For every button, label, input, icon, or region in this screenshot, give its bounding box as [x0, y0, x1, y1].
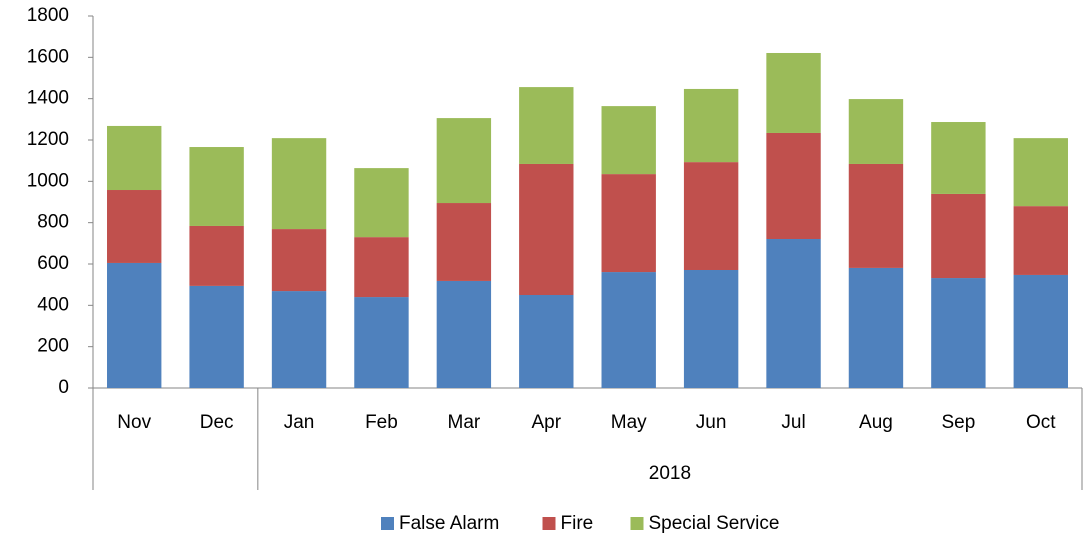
x-tick-label: Jun — [696, 412, 727, 433]
x-tick-label: Mar — [448, 412, 481, 433]
bar-segment — [766, 52, 821, 133]
y-tick-label: 0 — [58, 377, 69, 398]
bar-segment — [1013, 274, 1068, 388]
x-tick-label: Sep — [941, 412, 975, 433]
bar-segment — [683, 269, 739, 388]
y-tick-label: 800 — [37, 212, 69, 233]
bar-segment — [271, 138, 327, 230]
bar-segment — [436, 203, 492, 281]
bar-segment — [683, 88, 739, 163]
bar-segment — [766, 238, 821, 388]
bar-segment — [931, 193, 986, 279]
y-tick-label: 1200 — [27, 129, 69, 150]
y-tick-label: 1800 — [27, 5, 69, 26]
bar-segment — [354, 168, 409, 238]
group-label: 2018 — [649, 463, 691, 484]
bar-segment — [354, 297, 409, 388]
bar-segment — [1013, 206, 1068, 275]
bar-segment — [848, 99, 904, 164]
bar-segment — [931, 122, 986, 194]
bar-segment — [271, 291, 327, 388]
y-tick-label: 1400 — [27, 88, 69, 109]
bar-segment — [601, 106, 656, 175]
bar-segment — [436, 118, 492, 204]
bar-segment — [766, 132, 821, 239]
y-tick-label: 1600 — [27, 46, 69, 67]
x-tick-label: Oct — [1026, 412, 1056, 433]
x-tick-label: Feb — [365, 412, 398, 433]
bar-segment — [107, 190, 162, 263]
legend-swatch — [542, 517, 556, 530]
bar-segment — [271, 229, 327, 292]
bar-segment — [107, 125, 162, 191]
legend-label: Fire — [561, 513, 594, 534]
y-tick-label: 200 — [37, 336, 69, 357]
bar-segment — [519, 163, 574, 295]
bar-segment — [601, 272, 656, 388]
legend-label: False Alarm — [399, 513, 499, 534]
x-tick-label: Nov — [117, 412, 151, 433]
bar-segment — [1013, 138, 1068, 207]
bar-segment — [436, 280, 492, 388]
legend-swatch — [630, 517, 644, 530]
bar-segment — [189, 285, 244, 388]
x-tick-label: Jul — [781, 412, 805, 433]
x-tick-label: Apr — [532, 412, 562, 433]
bar-segment — [931, 278, 986, 388]
y-tick-label: 400 — [37, 294, 69, 315]
bar-segment — [848, 163, 904, 268]
bar-segment — [354, 237, 409, 298]
bar-segment — [189, 147, 244, 226]
legend-swatch — [381, 517, 394, 530]
x-tick-label: Dec — [200, 412, 234, 433]
legend-label: Special Service — [649, 513, 780, 534]
y-tick-label: 600 — [37, 253, 69, 274]
x-tick-label: Aug — [859, 412, 893, 433]
bar-segment — [683, 162, 739, 270]
y-tick-label: 1000 — [27, 170, 69, 191]
x-tick-label: May — [611, 412, 647, 433]
bar-segment — [519, 87, 574, 164]
bar-segment — [189, 225, 244, 286]
bar-segment — [519, 295, 574, 388]
bar-segment — [107, 262, 162, 388]
x-tick-label: Jan — [284, 412, 315, 433]
bar-segment — [848, 267, 904, 388]
bar-segment — [601, 174, 656, 273]
